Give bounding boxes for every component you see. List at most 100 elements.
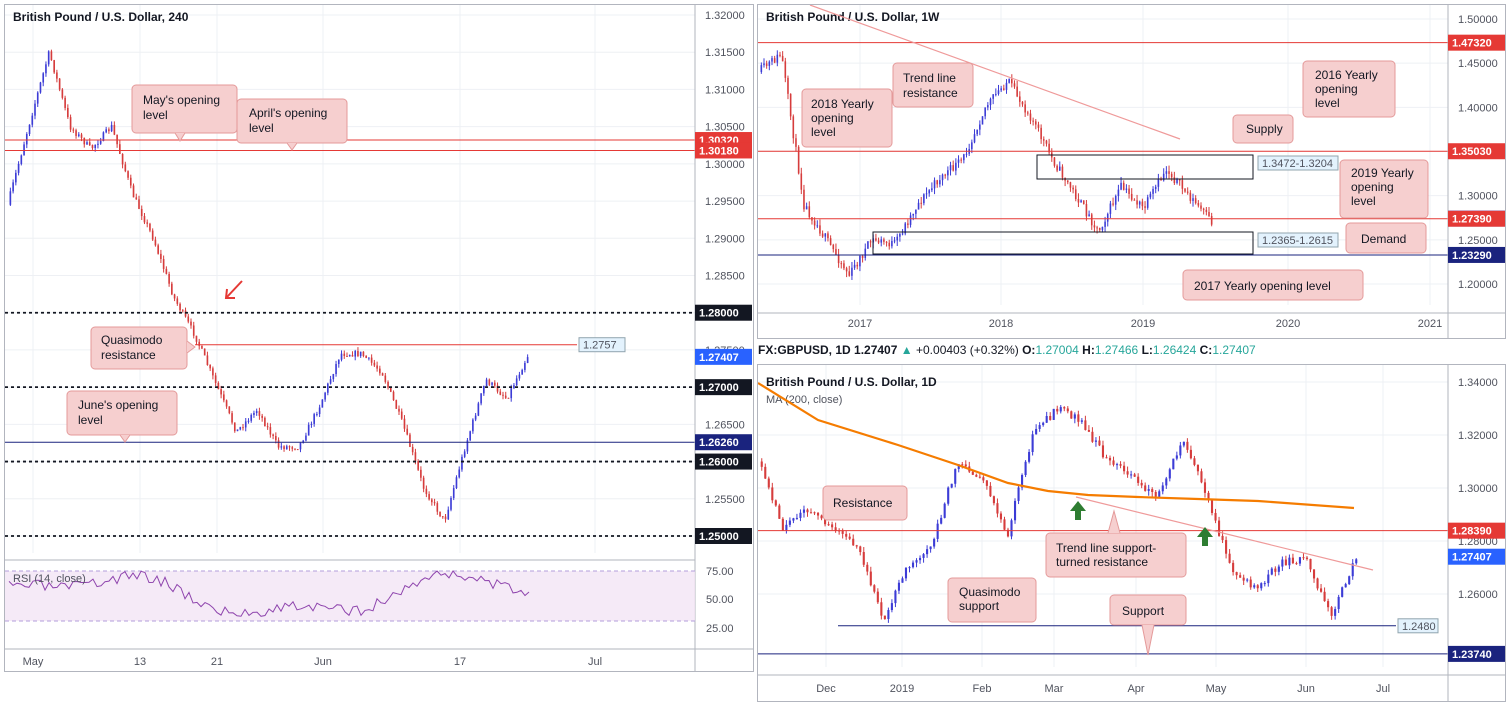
candle-body (1246, 579, 1249, 581)
time-tick-label: Dec (816, 683, 836, 695)
candle-body (1133, 199, 1136, 201)
candle-body (1077, 199, 1080, 203)
candle-body (217, 382, 220, 390)
annotation-mays-opening-level[interactable]: May's opening level (131, 84, 238, 142)
h4-rsi-tick: 25.00 (706, 623, 734, 635)
candle-body (214, 375, 217, 383)
w1-chart[interactable]: British Pound / U.S. Dollar, 1W 1.50000 1… (758, 4, 1505, 338)
candle-body (1267, 574, 1270, 584)
candle-body (269, 427, 272, 435)
annotation-trend-line-resistance[interactable]: Trend line resistance (892, 62, 974, 108)
quote-open: 1.27004 (1035, 343, 1079, 357)
up-triangle-icon: ▲ (900, 343, 913, 357)
candle-body (1010, 520, 1013, 537)
candle-body (1320, 588, 1323, 592)
h4-chart[interactable]: British Pound / U.S. Dollar, 240 1.32000… (5, 5, 753, 671)
candle-body (239, 427, 242, 430)
candle-body (852, 538, 855, 546)
annotation-demand[interactable]: Demand (1345, 222, 1427, 254)
candle-body (1133, 474, 1136, 477)
candle-body (799, 512, 802, 518)
candle-body (351, 355, 354, 357)
annotation-2016-yearly-opening-level[interactable]: 2016 Yearly opening level (1302, 60, 1396, 118)
candle-body (417, 461, 419, 470)
candle-body (1207, 492, 1210, 499)
annotation-2018-yearly-opening-level[interactable]: 2018 Yearly opening level (801, 88, 893, 148)
annotation-text: 2016 Yearly (1315, 68, 1378, 82)
candle-body (444, 516, 447, 520)
candle-body (840, 263, 843, 265)
quote-c-label: C: (1199, 343, 1213, 357)
w1-chart-panel[interactable]: British Pound / U.S. Dollar, 1W 1.50000 1… (757, 4, 1506, 339)
candle-body (1019, 96, 1021, 102)
price-tag-label: 1.27407 (1452, 552, 1492, 564)
candle-body (31, 115, 34, 125)
annotation-supply[interactable]: Supply (1232, 114, 1294, 144)
candle-body (288, 446, 291, 448)
price-tick-label: 1.50000 (1458, 14, 1498, 26)
annotation-trend-line-support-turned-resistance[interactable]: Trend line support- turned resistance (1045, 509, 1187, 578)
candle-body (1165, 478, 1168, 486)
candle-body (997, 90, 1000, 94)
candle-body (1119, 464, 1122, 466)
candle-body (250, 414, 253, 421)
candle-body (1327, 601, 1330, 608)
price-tag (1448, 522, 1505, 539)
candle-body (1017, 487, 1020, 501)
demand-zone (872, 231, 1254, 255)
candle-body (1165, 171, 1168, 174)
annotation-quasimodo-resistance[interactable]: Quasimodo resistance (90, 326, 196, 370)
candle-body (1120, 182, 1122, 190)
h4-chart-panel[interactable]: British Pound / U.S. Dollar, 240 1.32000… (4, 4, 754, 672)
candle-body (168, 273, 170, 284)
candle-body (327, 383, 329, 393)
candle-body (899, 233, 901, 237)
d1-chart-panel[interactable]: British Pound / U.S. Dollar, 1D MA (200,… (757, 364, 1506, 702)
candle-body (950, 483, 953, 488)
annotation-aprils-opening-level[interactable]: April's opening level (236, 98, 348, 151)
candle-body (1176, 179, 1178, 184)
annotation-2017-yearly-opening-level[interactable]: 2017 Yearly opening level (1182, 269, 1364, 301)
candle-body (212, 368, 214, 376)
candle-body (901, 233, 904, 235)
candle-body (1101, 226, 1104, 230)
candle-body (72, 129, 75, 131)
annotation-2019-yearly-opening-level[interactable]: 2019 Yearly opening level (1339, 159, 1429, 219)
candle-body (1144, 206, 1146, 208)
candle-body (1024, 104, 1026, 113)
candle-body (102, 132, 105, 142)
annotation-support[interactable]: Support (1109, 594, 1187, 656)
annotation-text: Supply (1246, 122, 1283, 136)
price-tag (695, 453, 752, 470)
candle-body (1172, 458, 1175, 470)
candle-body (1189, 192, 1192, 201)
green-up-arrow-icon (1197, 527, 1213, 546)
annotation-resistance[interactable]: Resistance (822, 485, 908, 521)
time-tick-label: Jun (314, 656, 332, 668)
candle-body (343, 353, 346, 356)
candle-body (406, 428, 409, 435)
candle-body (392, 391, 395, 401)
candle-body (53, 60, 55, 73)
candle-body (1013, 500, 1017, 521)
h4-rsi-label: RSI (14, close) (13, 573, 86, 585)
candle-body (1074, 189, 1077, 200)
annotation-junes-opening-level[interactable]: June's opening level (66, 390, 178, 443)
candle-body (1070, 411, 1073, 419)
candle-body (1126, 471, 1129, 475)
candle-body (1056, 165, 1058, 171)
price-tag-label: 1.23290 (1452, 250, 1492, 262)
price-tag-label: 1.28390 (1452, 526, 1492, 538)
d1-chart[interactable]: British Pound / U.S. Dollar, 1D MA (200,… (757, 365, 1505, 701)
demand-zone-label: 1.2365-1.2615 (1262, 235, 1333, 247)
candle-body (58, 78, 61, 90)
candle-body (1312, 569, 1316, 579)
candle-body (963, 154, 965, 161)
candle-body (1098, 440, 1101, 446)
candle-body (105, 129, 107, 133)
level-label: 1.2757 (583, 340, 617, 352)
price-tick-label: 1.32000 (1458, 430, 1498, 442)
candle-body (1040, 127, 1042, 140)
candle-body (119, 144, 121, 154)
annotation-quasimodo-support[interactable]: Quasimodo support (947, 577, 1037, 623)
